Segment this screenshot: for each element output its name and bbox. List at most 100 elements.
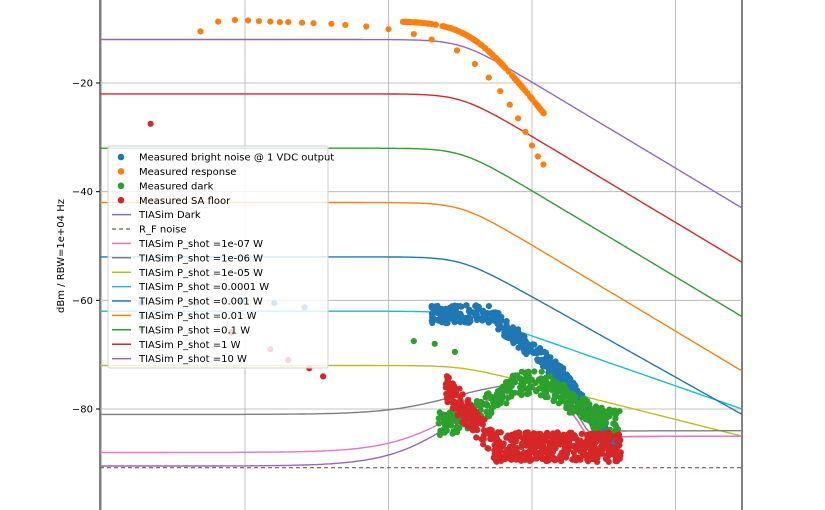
dark-point — [525, 377, 532, 385]
response-point — [487, 49, 494, 57]
dark-point — [561, 397, 568, 404]
response-point — [534, 153, 542, 160]
dark-point — [592, 403, 600, 410]
legend-label: Measured bright noise @ 1 VDC output — [139, 153, 334, 164]
sa-floor-point — [520, 454, 527, 461]
response-point — [493, 55, 500, 62]
response-point — [453, 47, 461, 54]
sa-floor-point — [514, 449, 521, 456]
bright-noise-point — [474, 317, 481, 324]
sa-floor-point — [558, 449, 566, 456]
sa-floor-point — [445, 374, 452, 381]
legend-label: Measured dark — [139, 181, 214, 192]
legend-label: TIASim P_shot =0.0001 W — [138, 282, 269, 293]
model-line — [100, 387, 742, 467]
response-point — [255, 18, 262, 25]
response-point — [456, 28, 463, 35]
response-point — [509, 73, 516, 80]
sa-floor-point — [616, 442, 623, 449]
bright-noise-point — [515, 326, 522, 333]
bright-noise-point — [511, 336, 518, 343]
dark-point — [555, 400, 563, 407]
bright-noise-point — [453, 317, 460, 325]
dark-point — [486, 413, 493, 420]
sa-floor-point — [578, 430, 585, 437]
dark-point — [548, 386, 556, 394]
sa-floor-point — [585, 435, 592, 443]
sa-floor-point — [617, 449, 624, 456]
sa-floor-point — [554, 430, 561, 437]
dark-point — [441, 418, 448, 425]
dark-point — [554, 388, 561, 396]
legend-marker — [117, 168, 125, 175]
sa-floor-point — [488, 427, 495, 434]
dark-point — [410, 338, 417, 345]
legend-label: TIASim Dark — [138, 210, 201, 221]
dark-point — [494, 402, 501, 409]
response-point — [439, 23, 446, 30]
response-point — [244, 17, 252, 24]
dark-point — [564, 388, 571, 395]
response-point — [522, 128, 529, 135]
dark-point — [528, 384, 535, 391]
dark-point — [539, 383, 547, 390]
sa-floor-point — [454, 412, 461, 419]
bright-noise-point — [438, 311, 445, 319]
dark-point — [570, 395, 577, 402]
bright-noise-point — [485, 303, 492, 310]
legend-label: R_F noise — [139, 225, 186, 236]
response-point — [310, 20, 317, 27]
response-point — [267, 18, 274, 25]
bright-noise-point — [496, 323, 503, 330]
legend-label: Measured SA floor — [139, 196, 231, 207]
bright-noise-point — [434, 302, 441, 309]
bright-noise-point — [495, 310, 502, 317]
dark-point — [488, 393, 495, 400]
sa-floor-point — [571, 432, 578, 439]
bright-noise-point — [524, 340, 531, 347]
dark-point — [516, 389, 523, 396]
y-tick-label: −20 — [72, 79, 93, 90]
sa-floor-point — [576, 447, 584, 455]
dark-point — [431, 340, 438, 347]
bright-noise-point — [473, 302, 480, 309]
sa-floor-point — [484, 445, 491, 452]
dark-point — [446, 414, 454, 421]
sa-floor-point — [474, 417, 481, 424]
sa-floor-point — [548, 451, 555, 458]
dark-point — [550, 397, 557, 405]
dark-point — [596, 417, 604, 425]
response-point — [540, 161, 547, 168]
response-point — [540, 110, 547, 117]
bright-noise-point — [438, 306, 445, 313]
dark-point — [568, 407, 575, 414]
response-point — [473, 38, 480, 45]
sa-floor-point — [444, 399, 451, 406]
sa-floor-point — [598, 443, 605, 450]
model-line — [100, 381, 742, 433]
dark-point — [613, 423, 620, 430]
sa-floor-point — [593, 449, 601, 456]
dark-point — [483, 391, 490, 398]
dark-point — [598, 408, 605, 415]
bright-noise-point — [544, 356, 551, 364]
sa-floor-point — [543, 454, 550, 461]
response-point — [505, 68, 512, 75]
response-point — [285, 19, 292, 26]
sa-floor-point — [599, 431, 606, 438]
bright-noise-point — [565, 376, 573, 383]
dark-point — [592, 412, 599, 419]
model-line — [100, 93, 743, 263]
dark-point — [488, 407, 495, 414]
bright-noise-point — [535, 349, 542, 356]
sa-floor-point — [462, 416, 469, 423]
legend-label: TIASim P_shot =1e-07 W — [138, 239, 263, 250]
bright-noise-point — [457, 310, 464, 318]
sa-floor-point — [520, 440, 527, 447]
response-point — [506, 101, 513, 108]
dark-point — [509, 374, 516, 381]
response-point — [363, 23, 370, 30]
sa-floor-point — [535, 440, 543, 447]
sa-floor-point — [512, 436, 520, 443]
